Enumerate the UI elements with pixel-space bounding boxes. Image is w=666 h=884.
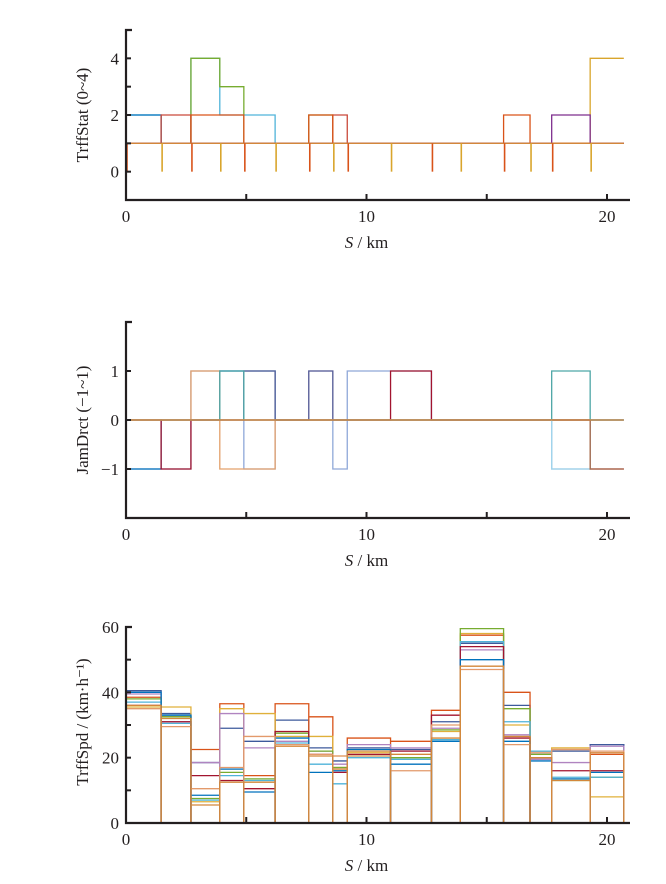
series-line-s5 [126,114,624,144]
x-tick-label: 0 [122,830,131,849]
series-line-s6 [125,641,625,823]
y-axis-label: TrffSpd / (km·h⁻¹) [73,658,92,785]
series-line-s10 [125,665,625,823]
y-tick-label: 0 [111,411,120,430]
y-tick-label: −1 [101,460,119,479]
x-tick-label: 20 [599,207,616,226]
series-line-s8 [125,659,625,823]
series-line-s7 [126,419,624,470]
series-line-s6 [126,114,624,144]
y-axis-label: JamDrct (−1~1) [73,366,92,475]
x-tick-label: 20 [599,830,616,849]
series-line-s1 [125,642,625,823]
x-axis-label: S / km [345,233,388,252]
y-tick-label: 4 [111,49,120,68]
x-tick-label: 20 [599,525,616,544]
series-line-s1 [126,57,624,144]
series-line-s7 [126,114,624,144]
series-line-s5 [126,370,624,421]
series-line-s3 [125,632,625,823]
x-tick-label: 10 [358,525,375,544]
y-axis-label: TrffStat (0~4) [73,68,92,163]
y-tick-label: 0 [111,814,120,833]
chart-jam-direction: 0 10 20 −1 0 1 S / km JamDrct (−1~1) [73,320,630,570]
x-tick-label: 10 [358,830,375,849]
series-line-s4 [125,649,625,823]
x-axis-label: S / km [345,856,388,875]
series-line-s8 [126,419,624,470]
series-line-s2 [126,57,624,144]
y-tick-label: 1 [111,362,120,381]
x-tick-label: 10 [358,207,375,226]
y-tick-label: 20 [102,749,119,768]
chart-traffic-speed: 0 10 20 0 20 40 60 S / km TrffSpd / (km·h⁻¹) [73,618,630,875]
series-line-s6 [126,370,624,421]
x-tick-label: 0 [122,525,131,544]
series-line-s9 [125,668,625,823]
y-tick-label: 0 [111,163,120,182]
x-tick-label: 0 [122,207,131,226]
y-tick-label: 40 [102,683,119,702]
y-tick-label: 60 [102,618,119,637]
series-line-s3 [126,57,624,144]
series-line-s4 [126,114,624,144]
axis-lines [124,625,630,825]
chart-traffic-status: 0 10 20 0 2 4 S / km TrffStat (0~4) [73,28,630,252]
series-line-s7 [125,645,625,823]
series-line-s5 [125,627,625,823]
x-axis-label: S / km [345,551,388,570]
y-tick-label: 2 [111,106,120,125]
